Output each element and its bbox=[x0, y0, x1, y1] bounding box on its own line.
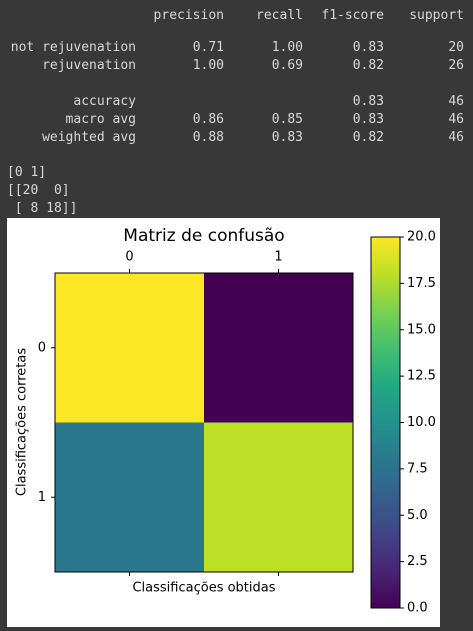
column-header: recall bbox=[256, 8, 303, 23]
cell: 0.86 bbox=[192, 112, 224, 127]
output-line: [0 1] bbox=[7, 165, 47, 180]
colorbar-tick-label: 2.5 bbox=[407, 554, 428, 569]
cell: 1.00 bbox=[192, 58, 224, 73]
y-axis-label: Classificações corretas bbox=[15, 348, 30, 496]
colorbar-tick-label: 0.0 bbox=[407, 601, 428, 616]
cell: 0.82 bbox=[352, 58, 384, 73]
y-tick-label: 1 bbox=[38, 490, 46, 505]
cell: 46 bbox=[448, 112, 464, 127]
cell: 46 bbox=[448, 130, 464, 145]
cell: 0.83 bbox=[352, 94, 384, 109]
x-tick-label: 1 bbox=[274, 250, 282, 265]
x-axis-label: Classificações obtidas bbox=[132, 581, 275, 596]
chart-title: Matriz de confusão bbox=[123, 226, 284, 246]
cell: 0.88 bbox=[192, 130, 224, 145]
heatmap-cell bbox=[204, 273, 354, 423]
colorbar-tick-label: 15.0 bbox=[407, 322, 436, 337]
output-line: [ 8 18]] bbox=[7, 201, 78, 216]
column-header: f1-score bbox=[321, 8, 384, 23]
cell: 46 bbox=[448, 94, 464, 109]
cell: 0.82 bbox=[352, 130, 384, 145]
row-label: weighted avg bbox=[42, 130, 136, 145]
y-tick-label: 0 bbox=[38, 340, 46, 355]
colorbar-tick-label: 7.5 bbox=[407, 461, 428, 476]
cell: 20 bbox=[448, 40, 464, 55]
row-label: accuracy bbox=[73, 94, 136, 109]
chart: Matriz de confusão Classificações obtida… bbox=[7, 218, 440, 627]
colorbar-tick-label: 20.0 bbox=[407, 230, 436, 245]
colorbar-tick-label: 10.0 bbox=[407, 415, 436, 430]
cell: 0.85 bbox=[271, 112, 303, 127]
output-line: [[20 0] bbox=[7, 183, 70, 198]
cell: 0.71 bbox=[192, 40, 224, 55]
row-label: rejuvenation bbox=[42, 58, 136, 73]
colorbar bbox=[370, 236, 401, 609]
cell: 26 bbox=[448, 58, 464, 73]
cell: 0.83 bbox=[352, 112, 384, 127]
cell: 0.69 bbox=[271, 58, 303, 73]
colorbar-tick-label: 12.5 bbox=[407, 369, 436, 384]
colorbar-tick-label: 5.0 bbox=[407, 508, 428, 523]
heatmap-cell bbox=[204, 422, 354, 573]
heatmap-cell bbox=[55, 422, 205, 573]
cell: 0.83 bbox=[271, 130, 303, 145]
x-tick-label: 0 bbox=[125, 250, 133, 265]
row-label: not rejuvenation bbox=[10, 40, 136, 55]
heatmap-cell bbox=[55, 273, 205, 423]
row-label: macro avg bbox=[65, 112, 136, 127]
colorbar-tick-label: 17.5 bbox=[407, 276, 436, 291]
column-header: precision bbox=[153, 8, 224, 23]
axes-frame bbox=[54, 272, 354, 573]
cell: 1.00 bbox=[271, 40, 303, 55]
cell: 0.83 bbox=[352, 40, 384, 55]
column-header: support bbox=[409, 8, 464, 23]
